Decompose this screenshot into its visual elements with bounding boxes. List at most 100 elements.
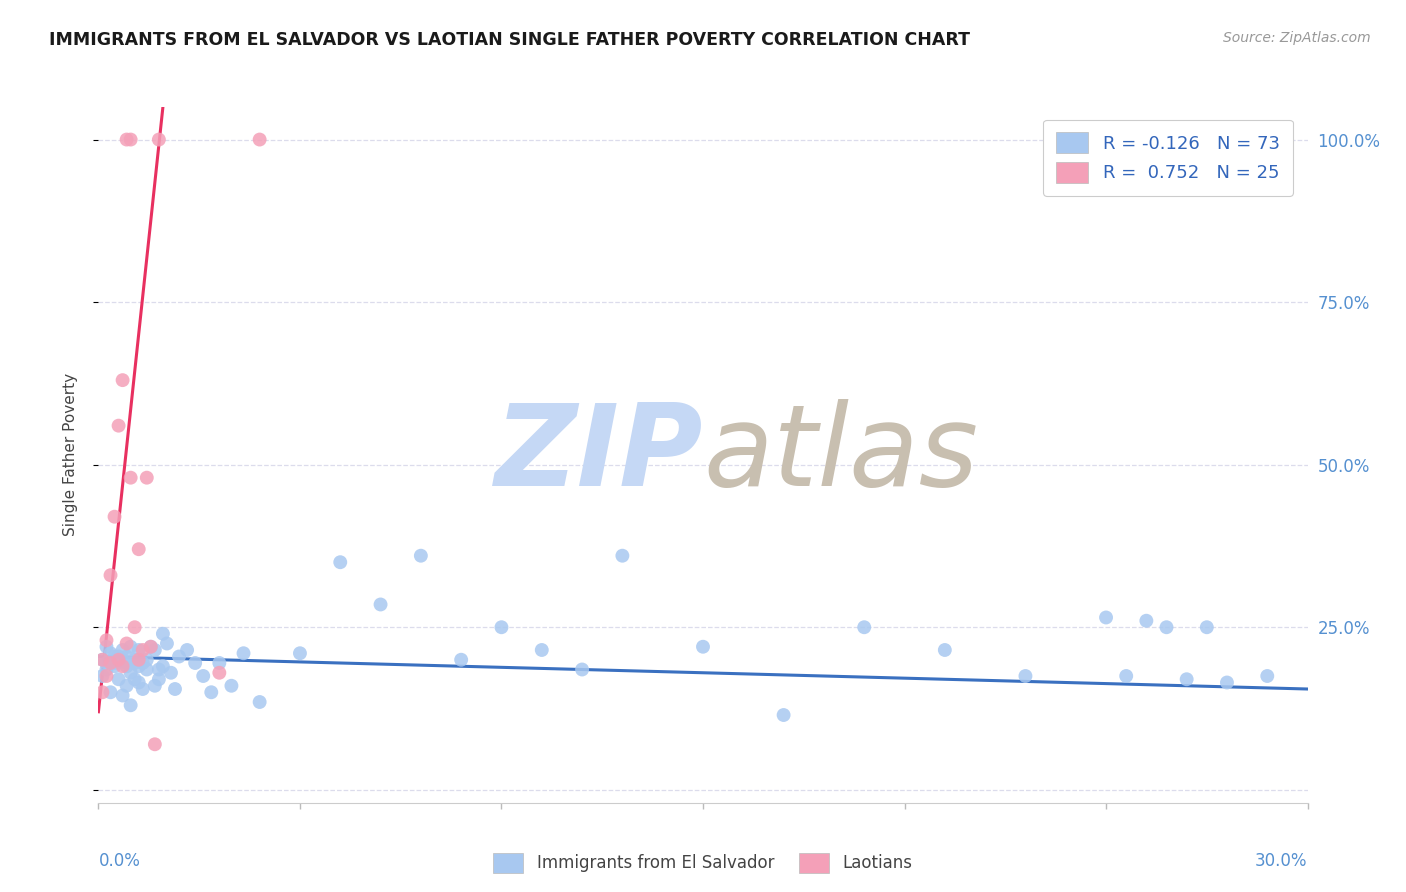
Point — [96, 663, 118, 677]
Point — [491, 620, 513, 634]
Point — [120, 640, 142, 654]
Point — [128, 542, 150, 557]
Legend: R = -0.126   N = 73, R =  0.752   N = 25: R = -0.126 N = 73, R = 0.752 N = 25 — [1043, 120, 1292, 195]
Point — [128, 675, 150, 690]
Point — [96, 633, 118, 648]
Point — [100, 568, 122, 582]
Point — [115, 132, 138, 146]
Point — [156, 636, 179, 650]
Point — [176, 643, 198, 657]
Point — [148, 672, 170, 686]
Point — [128, 653, 150, 667]
Point — [135, 471, 157, 485]
Point — [163, 681, 186, 696]
Point — [111, 373, 134, 387]
Point — [128, 643, 150, 657]
Point — [120, 698, 142, 713]
Point — [208, 656, 231, 670]
Point — [96, 656, 118, 670]
Point — [160, 665, 183, 680]
Point — [120, 132, 142, 146]
Point — [100, 685, 122, 699]
Point — [772, 708, 794, 723]
Point — [612, 549, 634, 563]
Point — [91, 653, 114, 667]
Point — [1115, 669, 1137, 683]
Point — [288, 646, 311, 660]
Point — [1195, 620, 1218, 634]
Point — [530, 643, 553, 657]
Point — [100, 646, 122, 660]
Point — [208, 665, 231, 680]
Point — [107, 672, 129, 686]
Point — [249, 695, 271, 709]
Point — [571, 663, 593, 677]
Point — [692, 640, 714, 654]
Point — [115, 649, 138, 664]
Point — [167, 649, 190, 664]
Point — [139, 640, 162, 654]
Point — [124, 620, 146, 634]
Text: ZIP: ZIP — [495, 400, 703, 510]
Point — [103, 649, 125, 664]
Point — [124, 653, 146, 667]
Point — [120, 471, 142, 485]
Point — [91, 669, 114, 683]
Point — [103, 659, 125, 673]
Text: 0.0%: 0.0% — [98, 852, 141, 870]
Point — [184, 656, 207, 670]
Point — [1216, 675, 1239, 690]
Point — [193, 669, 215, 683]
Point — [148, 663, 170, 677]
Point — [115, 656, 138, 670]
Point — [221, 679, 243, 693]
Point — [132, 681, 155, 696]
Point — [91, 685, 114, 699]
Point — [124, 656, 146, 670]
Point — [107, 649, 129, 664]
Legend: Immigrants from El Salvador, Laotians: Immigrants from El Salvador, Laotians — [486, 847, 920, 880]
Point — [115, 636, 138, 650]
Point — [111, 643, 134, 657]
Point — [135, 663, 157, 677]
Point — [152, 626, 174, 640]
Point — [1135, 614, 1157, 628]
Point — [132, 656, 155, 670]
Point — [450, 653, 472, 667]
Point — [143, 679, 166, 693]
Point — [132, 643, 155, 657]
Point — [143, 643, 166, 657]
Point — [124, 672, 146, 686]
Point — [139, 640, 162, 654]
Point — [128, 659, 150, 673]
Point — [1156, 620, 1178, 634]
Point — [1256, 669, 1278, 683]
Point — [103, 509, 125, 524]
Point — [120, 665, 142, 680]
Point — [115, 679, 138, 693]
Point — [111, 659, 134, 673]
Point — [111, 689, 134, 703]
Y-axis label: Single Father Poverty: Single Father Poverty — [63, 374, 77, 536]
Point — [107, 418, 129, 433]
Point — [107, 653, 129, 667]
Point — [115, 659, 138, 673]
Point — [249, 132, 271, 146]
Point — [329, 555, 352, 569]
Text: 30.0%: 30.0% — [1256, 852, 1308, 870]
Point — [1175, 672, 1198, 686]
Point — [200, 685, 222, 699]
Point — [853, 620, 876, 634]
Text: IMMIGRANTS FROM EL SALVADOR VS LAOTIAN SINGLE FATHER POVERTY CORRELATION CHART: IMMIGRANTS FROM EL SALVADOR VS LAOTIAN S… — [49, 31, 970, 49]
Point — [370, 598, 392, 612]
Text: atlas: atlas — [703, 400, 979, 510]
Point — [1095, 610, 1118, 624]
Point — [152, 659, 174, 673]
Point — [103, 656, 125, 670]
Point — [409, 549, 432, 563]
Point — [96, 640, 118, 654]
Point — [111, 653, 134, 667]
Point — [232, 646, 254, 660]
Text: Source: ZipAtlas.com: Source: ZipAtlas.com — [1223, 31, 1371, 45]
Point — [96, 669, 118, 683]
